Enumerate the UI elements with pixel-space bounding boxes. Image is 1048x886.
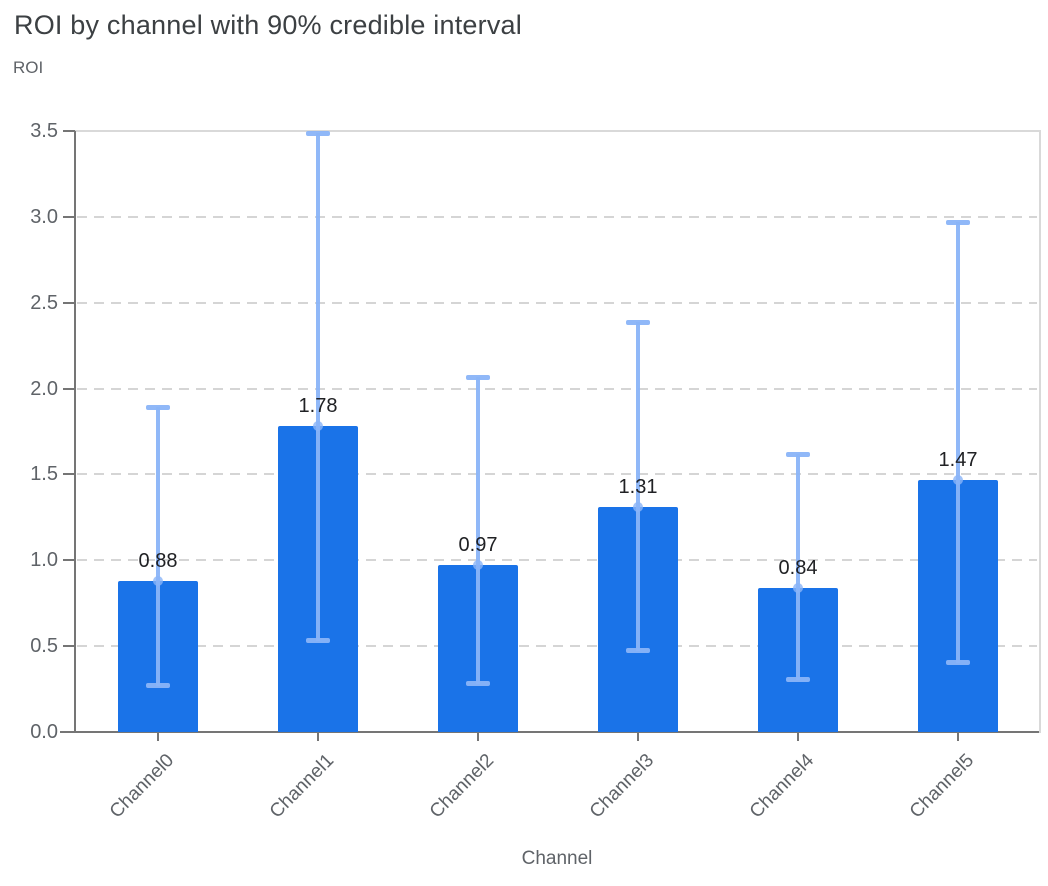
error-bar-cap-bottom bbox=[306, 637, 330, 643]
y-tick-mark bbox=[63, 559, 75, 562]
gridline bbox=[77, 645, 1037, 648]
error-bar-cap-top bbox=[306, 130, 330, 136]
y-tick-label: 3.0 bbox=[30, 205, 58, 228]
error-bar-cap-top bbox=[626, 319, 650, 325]
y-tick-mark bbox=[63, 301, 75, 304]
point-marker bbox=[633, 502, 643, 513]
y-tick-label: 2.0 bbox=[30, 377, 58, 400]
x-tick-mark bbox=[797, 733, 799, 741]
point-marker bbox=[793, 582, 803, 593]
plot-top-border bbox=[75, 130, 1041, 132]
error-bar-cap-bottom bbox=[146, 682, 170, 688]
x-tick-mark bbox=[477, 733, 479, 741]
x-tick-label-channel4: Channel4 bbox=[745, 750, 818, 823]
y-axis-line bbox=[74, 131, 76, 732]
x-tick-mark bbox=[637, 733, 639, 741]
bar-value-label: 0.88 bbox=[138, 549, 178, 572]
y-tick-mark bbox=[63, 387, 75, 390]
x-tick-label-channel5: Channel5 bbox=[905, 750, 978, 823]
x-tick-label-channel1: Channel1 bbox=[265, 750, 338, 823]
x-tick-mark bbox=[157, 733, 159, 741]
error-bar-line bbox=[636, 321, 640, 652]
error-bar-cap-bottom bbox=[626, 648, 650, 654]
error-bar-line bbox=[316, 132, 320, 641]
point-marker bbox=[153, 575, 163, 586]
y-tick-label: 2.5 bbox=[30, 291, 58, 314]
point-marker bbox=[953, 474, 963, 485]
bar-value-label: 0.84 bbox=[778, 556, 818, 579]
error-bar-cap-top bbox=[946, 220, 970, 225]
point-marker bbox=[473, 560, 483, 571]
error-bar-line bbox=[156, 407, 160, 686]
gridline bbox=[77, 559, 1037, 562]
y-tick-label: 0.5 bbox=[30, 635, 58, 658]
y-tick-label: 3.5 bbox=[30, 120, 58, 142]
y-axis-title: ROI bbox=[13, 58, 44, 77]
x-tick-mark bbox=[957, 733, 959, 741]
x-tick-label-channel3: Channel3 bbox=[585, 750, 658, 823]
bar-value-label: 1.78 bbox=[298, 395, 338, 418]
gridline bbox=[77, 387, 1037, 390]
x-tick-label-channel0: Channel0 bbox=[105, 750, 178, 823]
error-bar-cap-top bbox=[786, 451, 810, 457]
plot-right-border bbox=[1039, 130, 1041, 733]
gridline bbox=[77, 215, 1037, 218]
error-bar-line bbox=[956, 222, 960, 664]
bar-value-label: 1.47 bbox=[938, 448, 978, 471]
error-bar-cap-bottom bbox=[786, 677, 810, 683]
y-tick-label: 0.0 bbox=[30, 721, 58, 743]
x-tick-label-channel2: Channel2 bbox=[425, 750, 498, 823]
error-bar-cap-top bbox=[146, 405, 170, 411]
y-tick-mark bbox=[63, 473, 75, 476]
y-tick-label: 1.0 bbox=[30, 549, 58, 572]
gridline bbox=[77, 473, 1037, 476]
y-tick-mark bbox=[63, 215, 75, 218]
point-marker bbox=[313, 421, 323, 432]
bar-value-label: 0.97 bbox=[458, 534, 498, 557]
error-bar-cap-top bbox=[466, 374, 490, 380]
error-bar-cap-bottom bbox=[946, 660, 970, 666]
x-axis-title: Channel bbox=[521, 848, 593, 869]
y-tick-mark bbox=[63, 130, 75, 132]
chart-title: ROI by channel with 90% credible interva… bbox=[14, 10, 522, 40]
bar-value-label: 1.31 bbox=[618, 476, 658, 499]
error-bar-line bbox=[796, 453, 800, 681]
error-bar-cap-bottom bbox=[466, 680, 490, 686]
error-bar-line bbox=[476, 376, 480, 684]
x-axis-baseline bbox=[60, 731, 1039, 733]
y-tick-label: 1.5 bbox=[30, 463, 58, 486]
gridline bbox=[77, 301, 1037, 304]
x-tick-mark bbox=[317, 733, 319, 741]
y-tick-mark bbox=[63, 645, 75, 648]
